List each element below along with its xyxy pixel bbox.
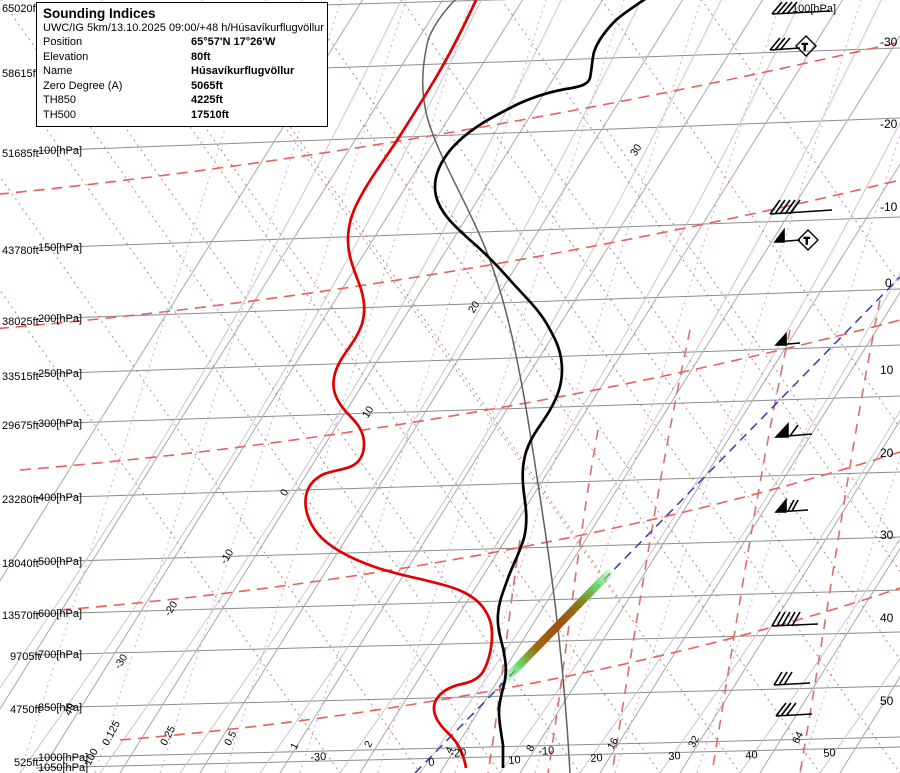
altitude-label: 51685ft (2, 148, 39, 160)
wind-barb (771, 611, 819, 627)
altitude-label: 4750ft (10, 704, 41, 716)
panel-subtitle: UWC/IG 5km/13.10.2025 09:00/+48 h/Húsaví… (43, 22, 324, 34)
pressure-label: 700[hPa] (38, 649, 83, 661)
pressure-label-top-right: 100[hPa] (792, 3, 837, 15)
altitude-label: 18040ft (2, 558, 39, 570)
altitude-label: 43780ft (2, 245, 39, 257)
index-value: 65°57'N 17°26'W (191, 36, 276, 48)
wind-barb (773, 671, 811, 686)
bottom-temperature-label: -10 (538, 744, 555, 758)
moist-adiabat-steep-lines (487, 299, 881, 773)
index-value: 80ft (191, 50, 211, 63)
indices-table: Position 65°57'N 17°26'W Elevation 80ft … (43, 35, 322, 122)
right-temperature-label: -20 (880, 117, 898, 131)
pressure-label: 200[hPa] (38, 313, 83, 325)
right-temperature-label: 50 (880, 694, 894, 708)
temperature-line (433, 0, 647, 768)
wind-barb (774, 331, 801, 346)
bottom-temperature-label: 20 (590, 752, 604, 765)
altitude-label: 65020ft (2, 3, 39, 15)
pressure-label: 1050[hPa] (38, 762, 89, 773)
right-temperature-label: 20 (880, 446, 894, 460)
pressure-label: 300[hPa] (38, 418, 83, 430)
index-value: 4225ft (191, 94, 223, 106)
cloud-layer-band (501, 570, 612, 684)
right-temperature-label: 40 (880, 611, 894, 625)
pressure-label: 150[hPa] (38, 242, 83, 254)
wetbulb-zero-line (414, 276, 900, 773)
right-temperature-label: -30 (880, 35, 898, 49)
wind-barb (774, 497, 809, 513)
altitude-label: 38025ft (2, 316, 39, 328)
table-row: Zero Degree (A) 5065ft (43, 79, 322, 94)
sounding-indices-panel: Sounding Indices UWC/IG 5km/13.10.2025 0… (36, 2, 328, 127)
pressure-label: 100[hPa] (38, 145, 83, 157)
dewpoint-line (304, 0, 494, 769)
index-key: TH500 (43, 108, 77, 121)
right-temperature-label: 30 (880, 528, 894, 542)
index-key: Name (43, 65, 73, 77)
wind-barb (769, 199, 833, 215)
wind-barb (775, 702, 813, 717)
pressure-label: 400[hPa] (38, 492, 83, 504)
altitude-label: 23280ft (2, 494, 39, 506)
table-row: Name Húsavíkurflugvöllur (43, 64, 322, 79)
bottom-temperature-label: 40 (745, 749, 759, 762)
index-key: Position (43, 36, 83, 48)
index-value: 17510ft (191, 108, 229, 121)
altitude-label: 13570ft (2, 610, 39, 622)
table-row: TH850 4225ft (43, 93, 322, 108)
altitude-label: 33515ft (2, 371, 39, 383)
pressure-label: 850[hPa] (38, 702, 83, 714)
altitude-label: 58615ft (2, 68, 39, 80)
altitude-label: 525ft (14, 757, 39, 769)
index-value: 5065ft (191, 79, 223, 92)
moist-adiabat-lines (0, 41, 900, 741)
altitude-label: 29675ft (2, 420, 39, 432)
wind-barb: T (769, 35, 817, 57)
wind-marker-diamond (797, 229, 819, 251)
wind-barb (771, 1, 831, 15)
pressure-label: 600[hPa] (38, 608, 83, 620)
right-temperature-label: 10 (880, 363, 894, 377)
wind-barb: T (773, 227, 819, 251)
index-key: Zero Degree (A) (43, 79, 123, 92)
table-row: Position 65°57'N 17°26'W (43, 35, 322, 50)
bottom-temperature-label: 0 (428, 756, 435, 769)
panel-title: Sounding Indices (43, 6, 156, 21)
bottom-temperature-label: 30 (668, 750, 682, 763)
svg-text:T: T (804, 236, 810, 246)
index-key: Elevation (43, 50, 89, 63)
right-temperature-label: 0 (885, 276, 892, 290)
svg-text:T: T (802, 42, 808, 52)
bottom-temperature-label: 10 (508, 754, 522, 767)
wind-marker-diamond (795, 35, 817, 57)
table-row: TH500 17510ft (43, 108, 322, 123)
pressure-label: 500[hPa] (38, 556, 83, 568)
right-temperature-label: -10 (880, 200, 898, 214)
parcel-path-line (422, 0, 571, 773)
altitude-label: 9705ft (10, 651, 41, 663)
pressure-label: 250[hPa] (38, 368, 83, 380)
bottom-temperature-label: 50 (823, 747, 837, 760)
wind-barb (774, 421, 813, 438)
index-value: Húsavíkurflugvöllur (191, 65, 295, 77)
pressure-label: 1000[hPa] (38, 752, 89, 764)
bottom-temperature-label: -30 (310, 750, 327, 764)
mixing-ratio-lines (19, 0, 900, 773)
index-key: TH850 (43, 94, 77, 106)
table-row: Elevation 80ft (43, 50, 322, 65)
